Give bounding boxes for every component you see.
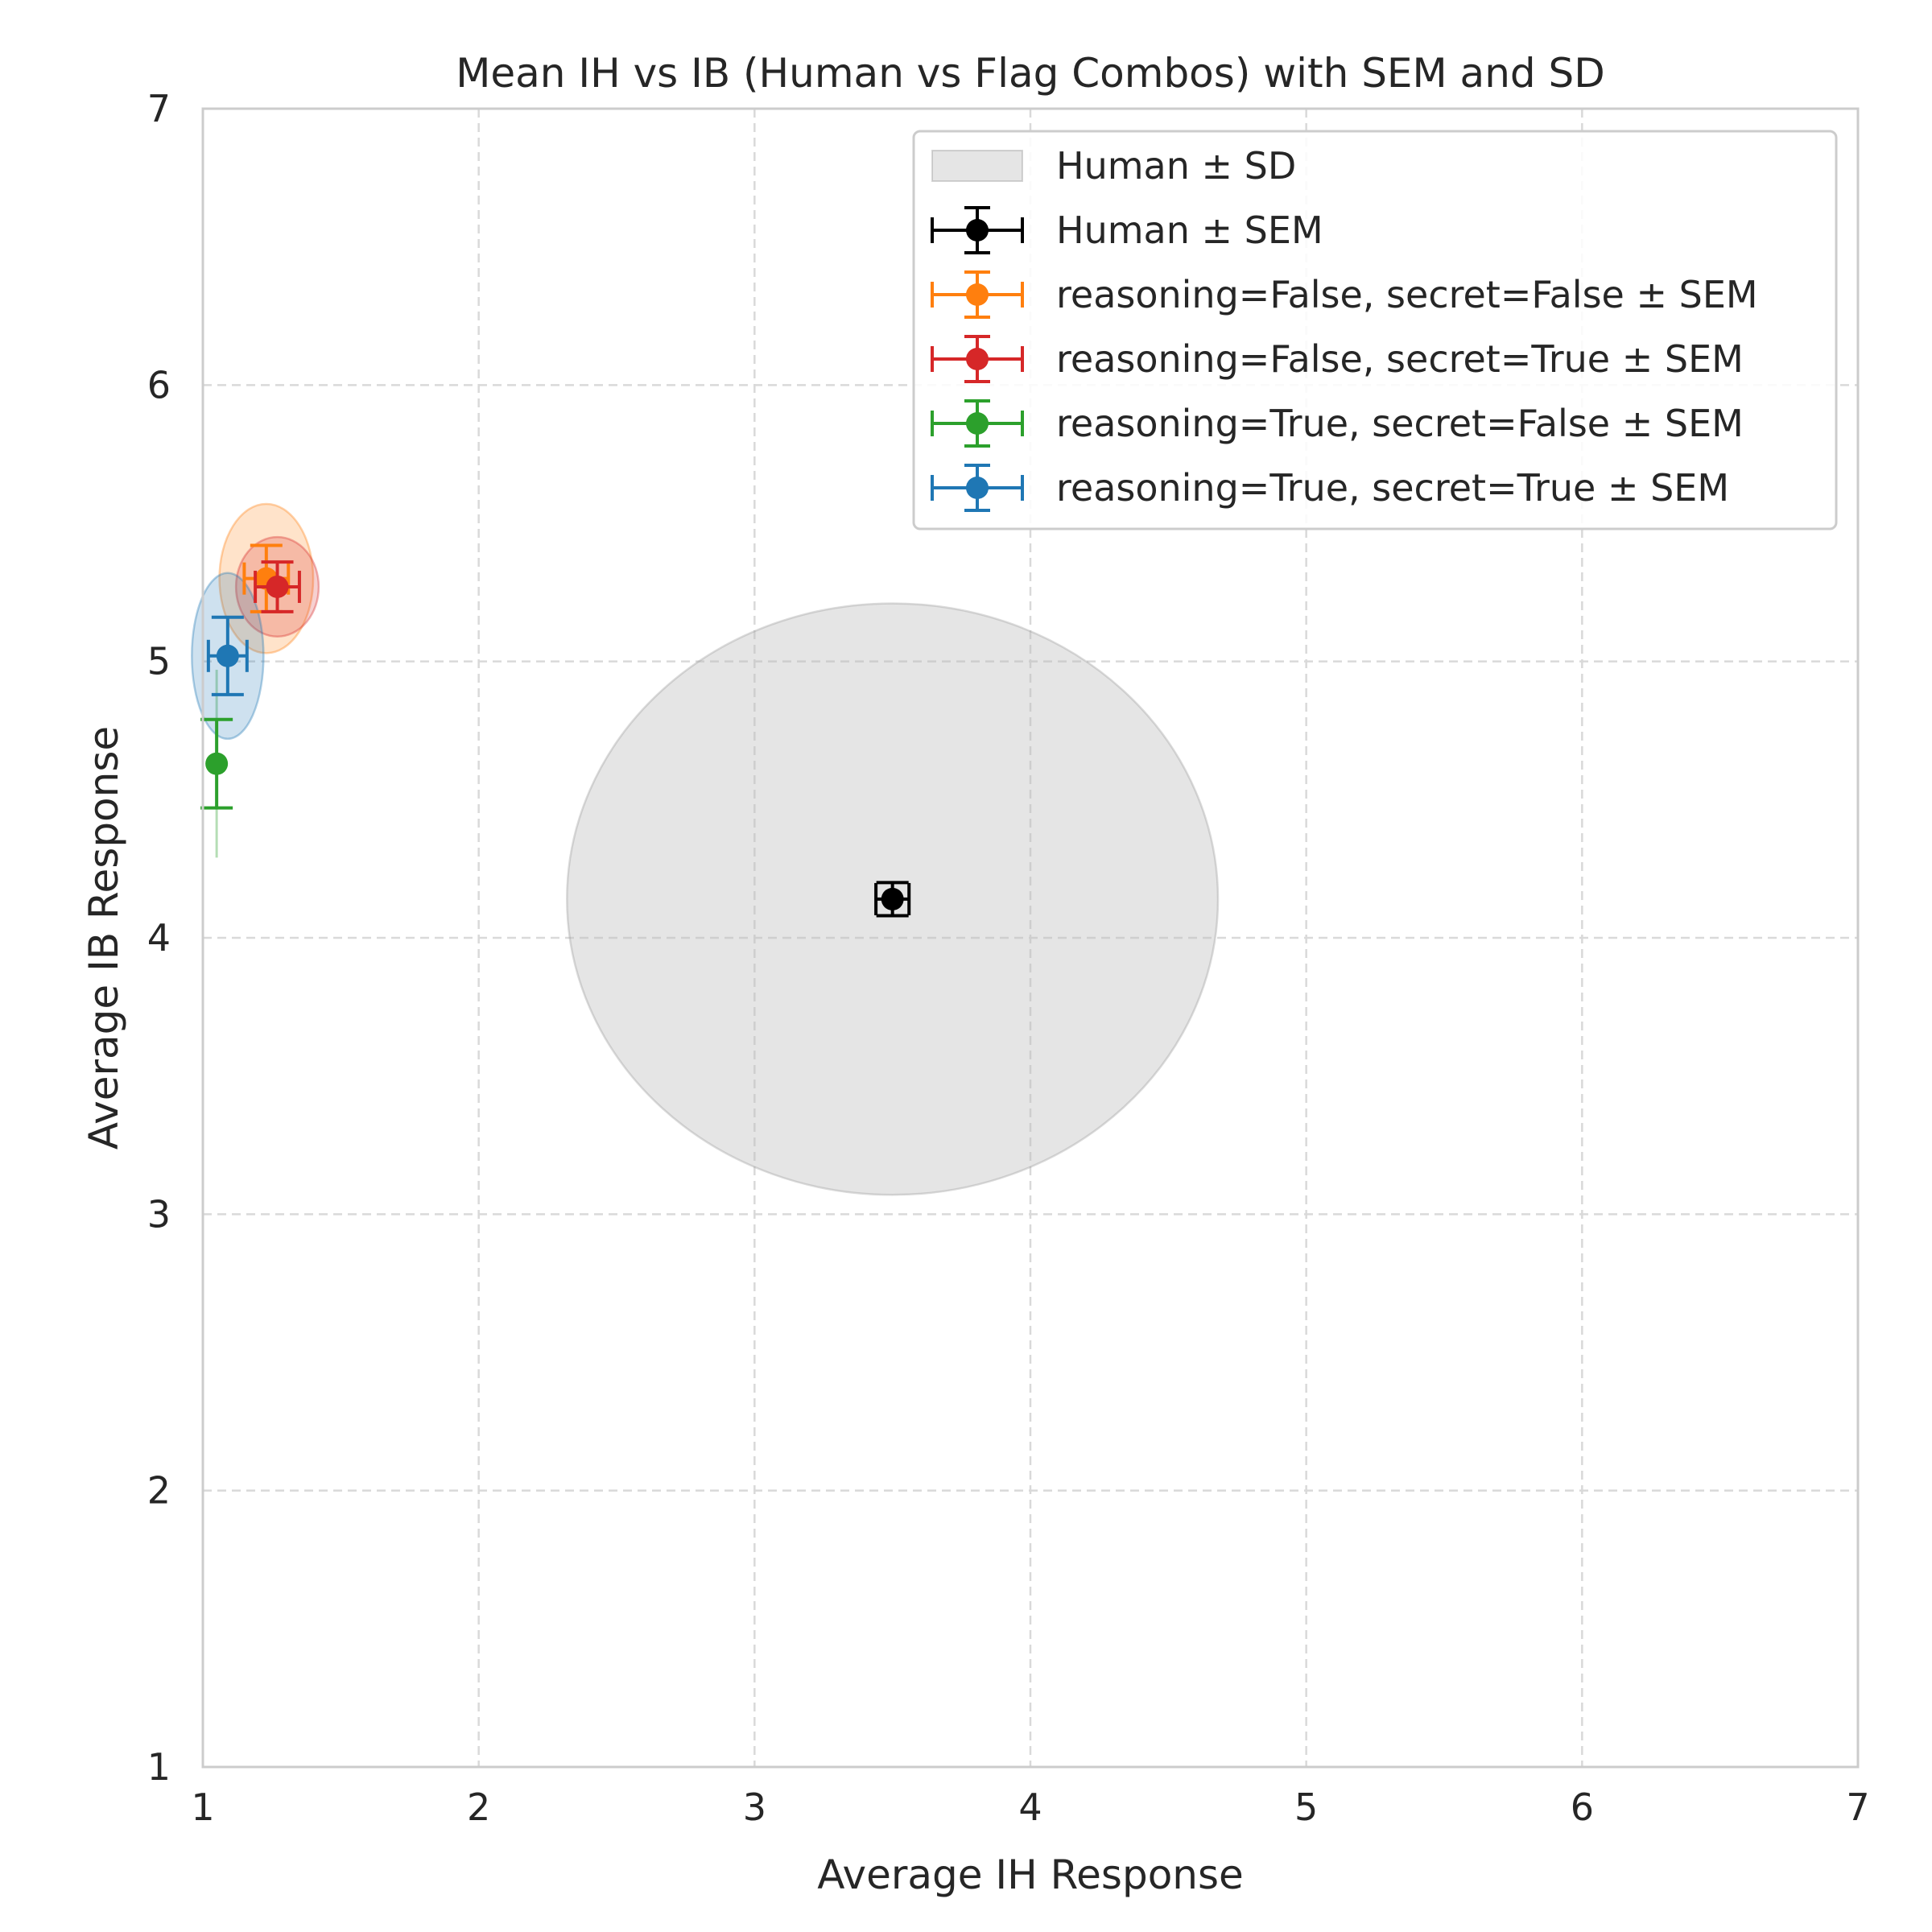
data-marker <box>266 575 289 598</box>
x-axis-label: Average IH Response <box>817 1852 1244 1898</box>
sem-errorbars <box>200 543 911 918</box>
y-axis-label: Average IB Response <box>80 726 127 1150</box>
legend-entry: Human ± SD <box>931 144 1296 188</box>
chart-title: Mean IH vs IB (Human vs Flag Combos) wit… <box>456 50 1605 97</box>
legend-marker <box>966 348 989 370</box>
data-point <box>242 543 291 613</box>
legend-entry: Human ± SEM <box>931 206 1323 254</box>
x-tick-label: 6 <box>1571 1785 1594 1829</box>
data-point <box>254 560 301 613</box>
y-tick-label: 3 <box>147 1192 171 1236</box>
legend-label: reasoning=True, secret=True ± SEM <box>1056 466 1729 510</box>
legend-swatch <box>931 150 1023 182</box>
legend-label: reasoning=False, secret=False ± SEM <box>1056 273 1758 316</box>
data-marker <box>216 644 239 667</box>
legend-entry: reasoning=True, secret=False ± SEM <box>931 399 1744 448</box>
x-tick-label: 2 <box>467 1785 490 1829</box>
x-tick-label: 1 <box>191 1785 214 1829</box>
legend-label: Human ± SEM <box>1056 208 1323 252</box>
legend-label: Human ± SD <box>1056 144 1296 188</box>
legend-entry: reasoning=False, secret=False ± SEM <box>931 270 1758 319</box>
legend-items: Human ± SD Human ± SEM reasoning=False, se… <box>931 144 1758 512</box>
x-tick-label: 3 <box>743 1785 766 1829</box>
x-tick-label: 4 <box>1018 1785 1042 1829</box>
y-tick-label: 7 <box>147 87 171 130</box>
data-point <box>874 881 911 918</box>
y-tick-label: 4 <box>147 916 171 960</box>
y-tick-label: 2 <box>147 1469 171 1513</box>
data-point <box>206 615 249 696</box>
legend-frame <box>912 130 1838 530</box>
legend-label: reasoning=False, secret=True ± SEM <box>1056 337 1744 381</box>
plot-frame <box>201 107 1860 1769</box>
legend-marker <box>966 412 989 435</box>
legend-entry: reasoning=True, secret=True ± SEM <box>931 464 1729 512</box>
legend-label: reasoning=True, secret=False ± SEM <box>1056 402 1744 445</box>
x-tick-label: 7 <box>1846 1785 1869 1829</box>
y-tick-label: 6 <box>147 363 171 407</box>
tick-labels: 1 2 3 4 5 6 7 1 2 3 4 5 6 7 <box>147 87 1870 1829</box>
y-tick-label: 1 <box>147 1745 171 1789</box>
data-marker <box>881 887 904 910</box>
legend-entry: reasoning=False, secret=True ± SEM <box>931 335 1744 383</box>
data-point <box>200 717 233 810</box>
legend-marker <box>966 219 989 242</box>
y-tick-label: 5 <box>147 640 171 683</box>
legend: Human ± SD Human ± SEM reasoning=False, se… <box>912 130 1838 530</box>
data-marker <box>205 752 229 775</box>
legend-marker <box>966 283 989 306</box>
x-tick-label: 5 <box>1294 1785 1318 1829</box>
legend-marker <box>966 477 989 499</box>
